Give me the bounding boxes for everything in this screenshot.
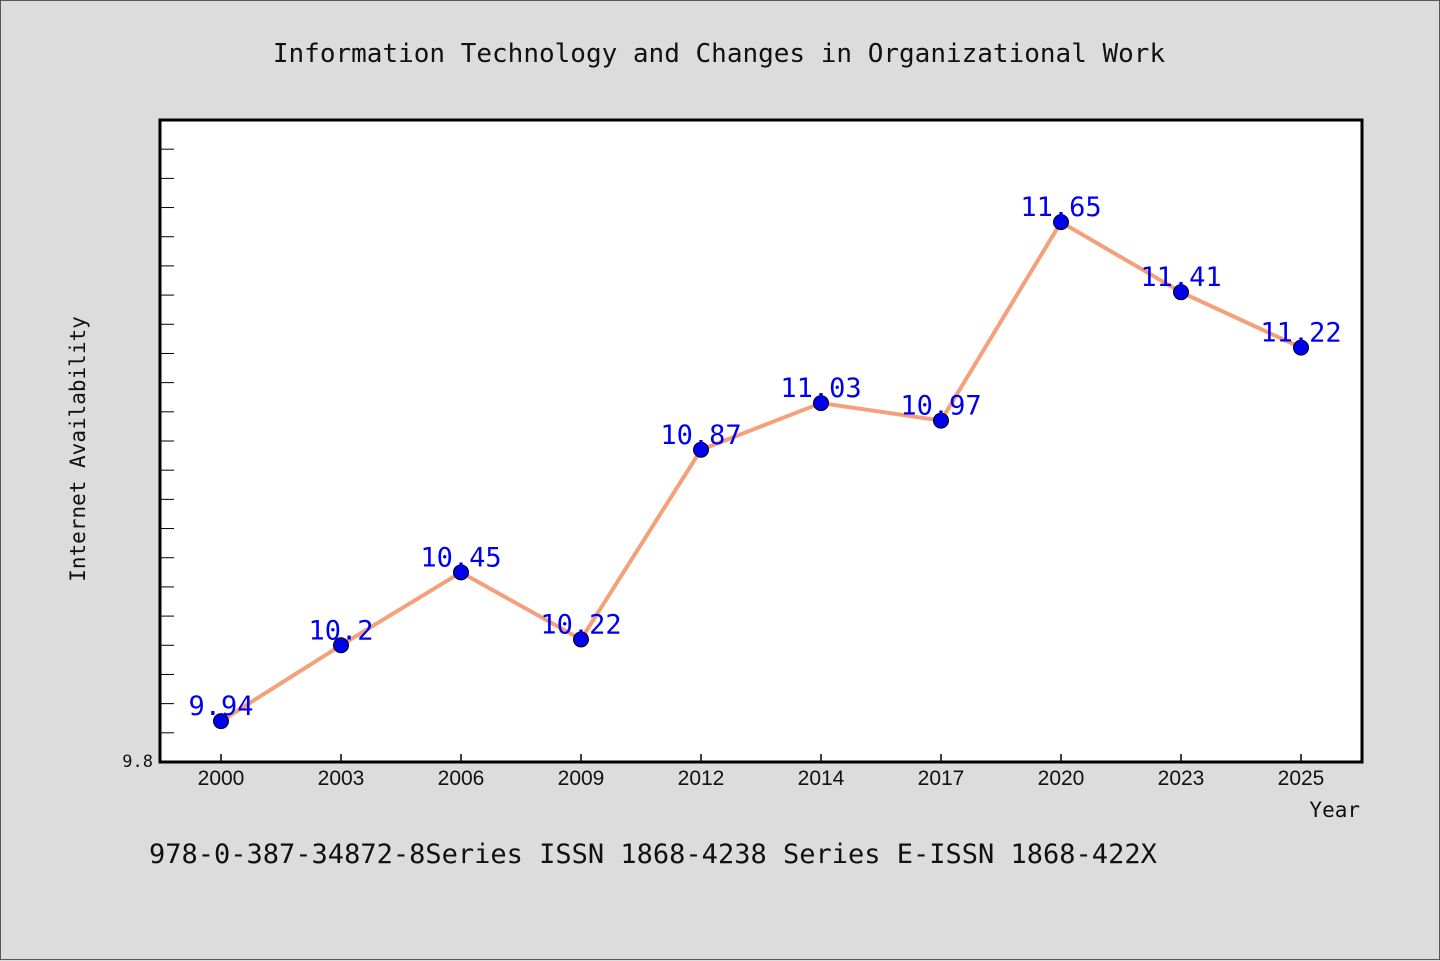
data-label: 10.2 [308,615,373,646]
x-axis-label: Year [1309,798,1360,822]
data-label: 10.45 [420,542,501,573]
data-point-marker [453,564,469,581]
chart-title: Information Technology and Changes in Or… [273,39,1166,69]
x-tick-label: 2000 [198,767,245,790]
x-axis-ticks: 2000 2003 2006 2009 2012 2014 2017 2020 2023 2025 [198,754,1325,790]
x-tick-label: 2006 [438,767,485,790]
x-tick-label: 2025 [1278,767,1325,790]
y-axis-ticks [160,148,174,734]
data-label: 11.65 [1020,192,1101,223]
data-label: 10.87 [660,420,741,451]
data-point-marker [333,637,349,654]
x-tick-label: 2003 [318,767,365,790]
data-point-marker [693,441,709,458]
data-point-marker [1293,339,1309,356]
data-label: 10.97 [900,391,981,422]
data-labels: 9.94 10.2 10.45 10.22 10.87 11.03 10.97 11.65 11… [188,192,1341,722]
data-label: 9.94 [188,691,253,722]
data-label: 10.22 [540,609,621,640]
y-axis-label: Internet Availability [66,316,90,582]
data-label: 11.22 [1260,318,1341,349]
series-markers [213,214,1309,730]
x-tick-label: 2009 [558,767,605,790]
x-tick-label: 2020 [1038,767,1085,790]
data-point-marker [213,713,229,730]
data-point-marker [1053,214,1069,231]
data-point-marker [573,631,589,648]
data-point-marker [933,412,949,429]
data-point-marker [813,395,829,412]
x-tick-label: 2023 [1158,767,1205,790]
plot-area [158,118,1364,764]
data-label: 11.41 [1140,262,1221,293]
data-point-marker [1173,284,1189,301]
y-tick-label: 9.8 [122,752,153,772]
footer-text: 978-0-387-34872-8Series ISSN 1868-4238 S… [149,839,1157,870]
x-tick-label: 2017 [918,767,965,790]
series-line [219,220,1302,723]
x-tick-label: 2014 [798,767,845,790]
data-label: 11.03 [780,373,861,404]
x-tick-label: 2012 [678,767,725,790]
